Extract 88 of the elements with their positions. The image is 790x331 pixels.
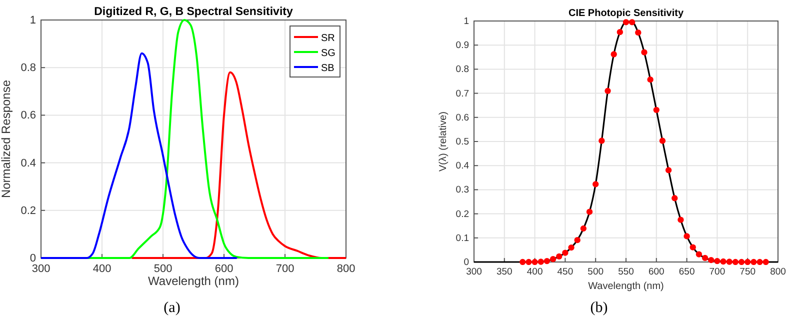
legend-label: SB [321, 63, 335, 74]
chart-title: Digitized R, G, B Spectral Sensitivity [94, 6, 294, 18]
point [526, 258, 532, 265]
y-tick-label: 0.8 [20, 62, 36, 74]
y-tick-label: 0.9 [456, 40, 469, 52]
y-tick-label: 0.5 [456, 136, 469, 148]
point [580, 225, 587, 232]
y-tick-label: 0.2 [20, 204, 36, 217]
point [678, 216, 684, 223]
point [616, 29, 624, 36]
point [586, 208, 593, 215]
x-tick-label: 300 [466, 266, 482, 278]
y-tick-label: 0.4 [456, 160, 469, 172]
x-tick-label: 800 [770, 266, 786, 278]
point [684, 233, 690, 240]
point [653, 106, 660, 114]
line-series [41, 52, 238, 259]
point [544, 258, 550, 264]
y-tick-label: 0 [30, 252, 36, 265]
y-tick-label: 0.2 [456, 208, 469, 220]
y-tick-label: 0.1 [456, 232, 469, 244]
y-tick-label: 1 [464, 16, 469, 28]
y-tick-label: 1 [30, 14, 36, 27]
point [574, 236, 580, 244]
x-tick-label: 500 [154, 262, 172, 275]
point [628, 19, 636, 26]
point [762, 258, 769, 265]
x-axis-title: Wavelength (nm) [148, 274, 239, 288]
point [532, 258, 538, 265]
point [556, 253, 562, 260]
point [550, 256, 556, 262]
point [732, 258, 739, 265]
point [720, 258, 726, 265]
point [568, 244, 574, 251]
y-axis-title: Normalized Response [0, 80, 13, 198]
x-tick-label: 400 [92, 262, 112, 275]
x-tick-label: 500 [588, 266, 604, 278]
point [672, 195, 678, 202]
point [635, 29, 642, 36]
x-axis-title: Wavelength (nm) [588, 281, 664, 292]
x-tick-label: 400 [526, 266, 543, 278]
x-tick-label: 600 [214, 262, 234, 275]
point [750, 258, 757, 265]
x-tick-label: 350 [496, 266, 512, 278]
point [714, 258, 720, 264]
point [592, 181, 599, 188]
point [641, 49, 648, 56]
point [647, 76, 654, 83]
point [726, 258, 732, 265]
point [690, 244, 696, 250]
point [562, 250, 568, 256]
y-tick-label: 0.7 [456, 88, 469, 100]
y-tick-label: 0.3 [456, 184, 469, 196]
x-tick-label: 600 [648, 266, 664, 278]
y-tick-label: 0.4 [20, 157, 36, 170]
line-series [132, 71, 346, 259]
point [520, 258, 526, 265]
point [622, 19, 630, 26]
x-tick-label: 800 [336, 262, 356, 275]
point [610, 51, 617, 58]
point [756, 258, 763, 265]
legend-label: SR [321, 33, 335, 44]
point [696, 251, 702, 258]
x-tick-label: 700 [276, 262, 294, 275]
point [708, 256, 714, 264]
y-tick-label: 0.6 [456, 112, 469, 124]
x-tick-label: 650 [678, 266, 695, 278]
y-axis-title: V(λ) (relative) [438, 111, 449, 172]
point [659, 138, 666, 144]
point [604, 88, 611, 94]
x-tick-label: 450 [557, 266, 574, 278]
point [702, 254, 708, 261]
x-tick-label: 700 [709, 266, 726, 278]
chart-title: CIE Photopic Sensitivity [568, 8, 684, 19]
x-tick-label: 750 [740, 266, 756, 278]
x-tick-label: 550 [618, 266, 634, 278]
point [738, 258, 745, 265]
text: (b) [590, 300, 608, 316]
point [665, 167, 672, 174]
y-tick-label: 0 [464, 257, 469, 268]
y-tick-label: 0.8 [456, 64, 469, 76]
legend-label: SG [321, 48, 336, 59]
point [538, 258, 544, 265]
y-tick-label: 0.6 [20, 110, 36, 122]
point [598, 138, 605, 144]
text: (a) [164, 300, 180, 316]
point [744, 258, 751, 265]
x-tick-label: 300 [32, 262, 50, 275]
